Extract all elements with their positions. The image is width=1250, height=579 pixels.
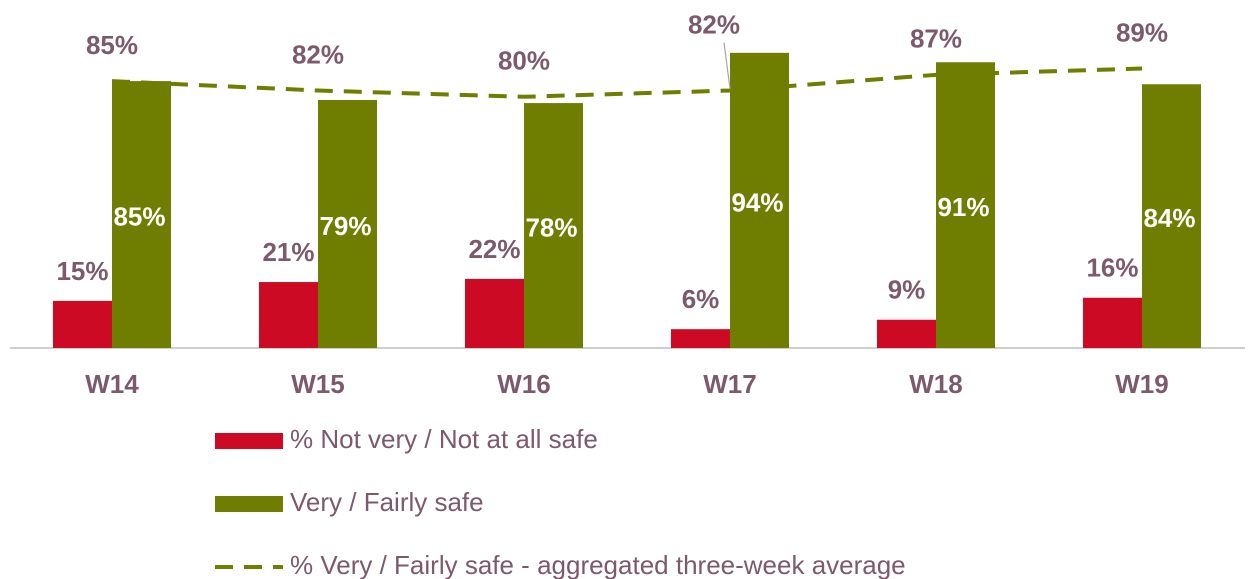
legend-swatch [215,496,283,512]
bar [112,81,171,348]
x-tick-label: W14 [85,369,139,399]
bar-label: 22% [468,234,520,264]
bar [318,99,377,348]
legend-swatch [215,433,283,449]
bar [730,52,789,349]
line-label: 87% [910,24,962,54]
leader-line [723,42,731,89]
bar [259,282,318,348]
bar [1142,84,1201,349]
line-label: 82% [292,39,344,69]
legend-label: Very / Fairly safe [290,487,484,517]
bar-label: 79% [319,211,371,241]
bar [877,319,936,348]
bar-label: 6% [682,284,720,314]
line-label: 80% [498,46,550,76]
bar [524,103,583,348]
bar [53,300,112,348]
legend-label: % Not very / Not at all safe [290,424,598,454]
x-tick-label: W17 [703,369,756,399]
bar [671,329,730,348]
bar-label: 91% [937,192,989,222]
bar-label: 84% [1143,203,1195,233]
bar [1083,297,1142,348]
x-tick-label: W18 [909,369,962,399]
bar-label: 9% [888,275,926,305]
bar-label: 78% [525,212,577,242]
bar-label: 21% [262,237,314,267]
legend-label: % Very / Fairly safe - aggregated three-… [290,550,906,579]
bar-label: 16% [1086,253,1138,283]
bar [465,278,524,348]
bar [936,62,995,348]
x-tick-label: W15 [291,369,344,399]
line-label: 82% [688,9,740,39]
x-tick-label: W19 [1115,369,1168,399]
bar-label: 85% [113,201,165,231]
bar-label: 94% [731,187,783,217]
bar-label: 15% [56,256,108,286]
line-label: 89% [1116,17,1168,47]
line-label: 85% [86,30,138,60]
x-tick-label: W16 [497,369,550,399]
